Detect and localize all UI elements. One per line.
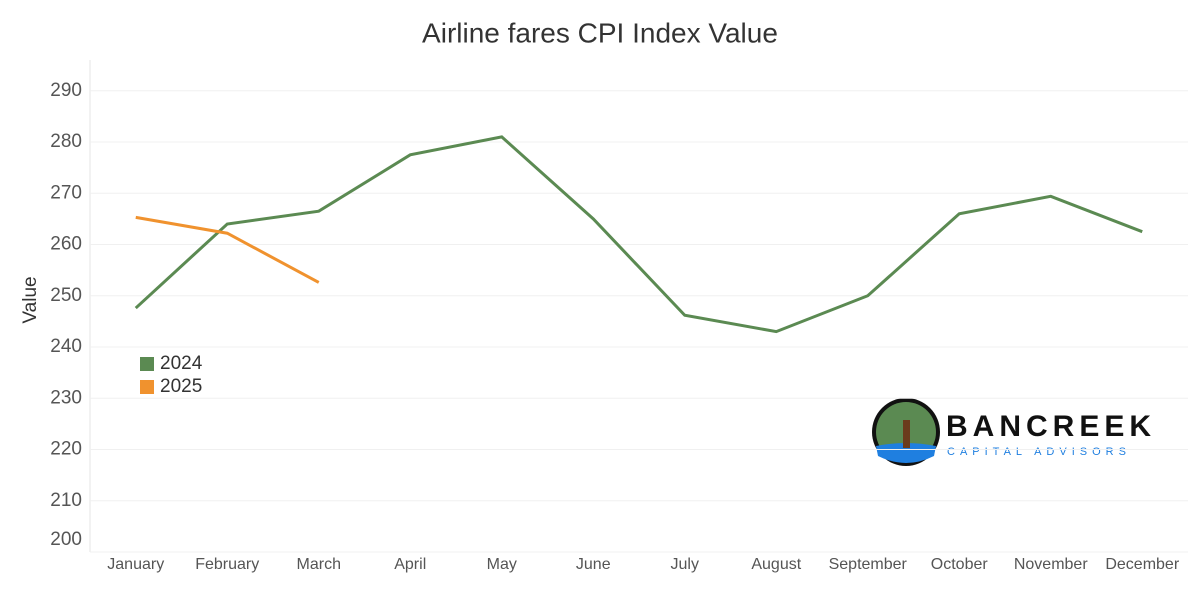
x-tick-label: August [751, 556, 801, 573]
y-tick-label: 250 [50, 285, 82, 306]
logo: BANCREEK CAPITAL ADVISORS [872, 398, 1156, 466]
legend-swatch [140, 380, 154, 394]
y-tick-label: 200 [50, 529, 82, 550]
logo-water [876, 443, 936, 463]
legend-label: 2025 [160, 376, 202, 397]
legend-label: 2024 [160, 353, 203, 374]
x-tick-label: December [1105, 556, 1179, 573]
y-tick-label: 290 [50, 80, 82, 101]
y-tick-label: 210 [50, 490, 82, 511]
x-tick-label: October [931, 556, 989, 573]
series-line [134, 135, 1143, 334]
y-tick-label: 280 [50, 131, 82, 152]
y-tick-label: 220 [50, 439, 82, 460]
legend-swatch [140, 357, 154, 371]
logo-tagline: CAPITAL ADVISORS [947, 446, 1131, 458]
logo-trunk [903, 420, 910, 448]
y-tick-label: 260 [50, 234, 82, 255]
x-tick-label: July [671, 556, 699, 573]
x-tick-label: April [394, 556, 426, 573]
x-tick-label: November [1014, 556, 1088, 573]
x-tick-label: September [829, 556, 908, 573]
x-tick-label: May [487, 556, 517, 573]
y-tick-label: 270 [50, 182, 82, 203]
y-tick-label: 240 [50, 336, 82, 357]
x-tick-label: June [576, 556, 611, 573]
y-axis-label: Value [20, 276, 41, 323]
logo-name: BANCREEK [946, 410, 1156, 443]
x-tick-label: February [195, 556, 259, 573]
chart-title: Airline fares CPI Index Value [422, 17, 778, 48]
x-tick-label: January [107, 556, 164, 573]
series-line [135, 215, 320, 284]
y-tick-label: 230 [50, 387, 82, 408]
x-tick-label: March [297, 556, 341, 573]
